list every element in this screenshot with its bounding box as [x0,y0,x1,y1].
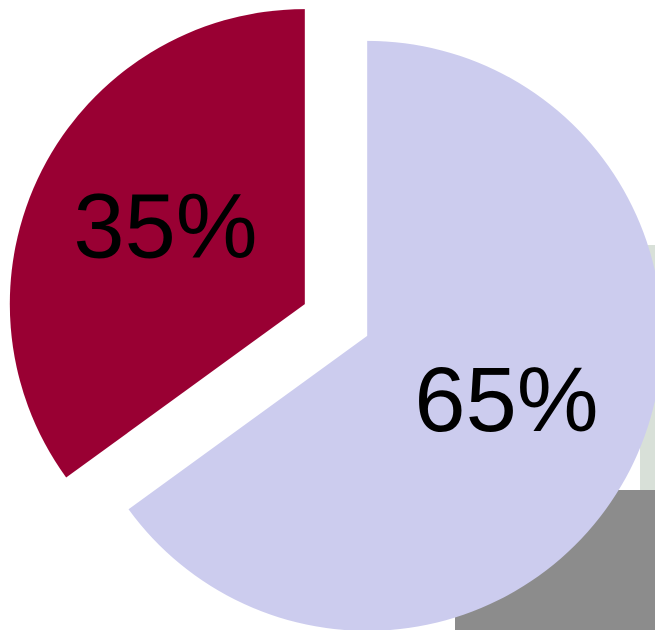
data-label: 65% [414,349,598,451]
pie-slice [9,9,305,478]
data-label: 35% [73,175,257,277]
pie-slice [128,40,655,630]
